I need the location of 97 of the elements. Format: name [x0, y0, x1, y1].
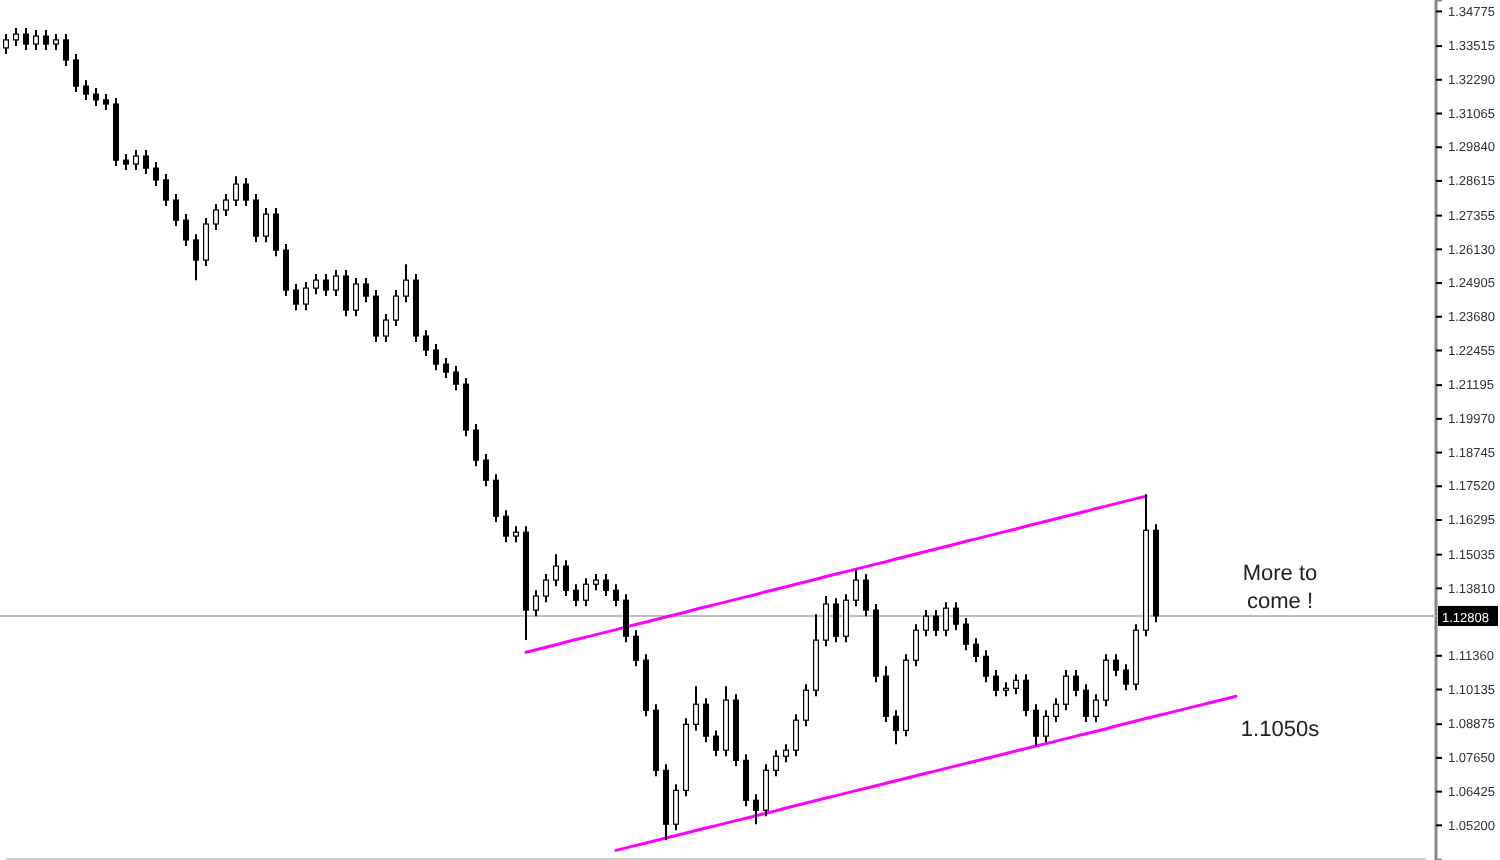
candlestick — [763, 763, 769, 818]
candlestick — [1033, 703, 1039, 748]
candlestick — [443, 357, 449, 380]
candlestick — [343, 268, 349, 318]
candlestick — [283, 243, 289, 298]
candlestick — [353, 276, 359, 318]
candlestick — [213, 203, 219, 232]
candlestick — [783, 743, 789, 764]
candlestick — [63, 33, 69, 68]
candlestick — [673, 783, 679, 832]
candlestick — [953, 601, 959, 632]
candlestick — [753, 793, 759, 826]
candlestick — [703, 697, 709, 744]
candlestick — [373, 289, 379, 344]
candlestick — [223, 193, 229, 218]
candlestick — [253, 193, 259, 244]
candlestick — [1113, 653, 1119, 678]
candlestick — [1093, 693, 1099, 724]
candlestick — [293, 283, 299, 312]
candlestick — [503, 509, 509, 544]
candlestick — [423, 329, 429, 358]
candlestick — [313, 273, 319, 296]
candlestick — [43, 29, 49, 52]
candlestick — [403, 263, 409, 304]
candlestick — [983, 649, 989, 684]
candlestick — [833, 597, 839, 644]
candlestick — [333, 268, 339, 298]
candlestick — [363, 276, 369, 304]
candlestick — [473, 423, 479, 468]
candlestick — [823, 595, 829, 648]
candlestick — [973, 637, 979, 664]
candlestick — [143, 148, 149, 175]
candlestick — [83, 79, 89, 101]
candlestick — [133, 148, 139, 172]
annotation: More to come ! — [1242, 562, 1318, 614]
candlestick — [693, 685, 699, 732]
candlestick — [33, 29, 39, 52]
candlestick — [73, 52, 79, 93]
candlestick — [243, 177, 249, 208]
candlestick — [1083, 683, 1089, 724]
candlestick — [453, 365, 459, 392]
candlestick — [863, 573, 869, 618]
candlestick — [543, 573, 549, 604]
candlestick — [993, 669, 999, 698]
candlestick — [563, 559, 569, 598]
candlestick — [153, 161, 159, 188]
candlestick — [603, 573, 609, 598]
candlestick — [23, 27, 29, 52]
candlestick — [573, 583, 579, 608]
candlestick — [463, 377, 469, 438]
candlestick — [793, 713, 799, 758]
candlestick — [3, 33, 9, 55]
candlestick — [803, 683, 809, 728]
candlestick — [1103, 653, 1109, 708]
candlestick — [203, 216, 209, 268]
candlestick — [963, 617, 969, 652]
candlestick — [303, 281, 309, 312]
candlestick — [383, 313, 389, 344]
candlestick — [433, 343, 439, 372]
candlestick — [583, 577, 589, 608]
candlestick — [553, 553, 559, 588]
candlestick — [933, 609, 939, 638]
candlestick — [273, 207, 279, 258]
candlestick — [843, 593, 849, 644]
candlestick — [633, 629, 639, 668]
candlestick — [743, 753, 749, 808]
candlestick — [183, 213, 189, 248]
candlestick — [233, 175, 239, 208]
candlestick — [713, 729, 719, 758]
candlestick — [323, 273, 329, 298]
candlestick — [923, 609, 929, 638]
candlestick — [493, 473, 499, 524]
candlestick — [1063, 669, 1069, 712]
candlestick — [1053, 697, 1059, 724]
candlestick — [913, 623, 919, 668]
candlestick — [1073, 669, 1079, 698]
candlestick — [193, 233, 199, 282]
line-series — [524, 494, 1148, 654]
candlestick — [613, 583, 619, 608]
candlestick — [533, 589, 539, 618]
candlestick — [173, 193, 179, 227]
candlestick — [1013, 673, 1019, 696]
candlestick — [483, 453, 489, 488]
candlestick — [853, 569, 859, 608]
candlestick — [893, 709, 899, 746]
candlestick — [623, 593, 629, 644]
candlestick — [163, 172, 169, 208]
candlestick — [773, 749, 779, 778]
candlestick — [943, 601, 949, 638]
candlestick — [1043, 709, 1049, 744]
candlestick — [883, 665, 889, 724]
candlestick — [263, 207, 269, 244]
candlestick — [393, 289, 399, 328]
candlestick — [1123, 663, 1129, 692]
annotation: 1.1050s — [1240, 718, 1321, 742]
candlestick — [1023, 673, 1029, 718]
line-series — [614, 694, 1238, 852]
